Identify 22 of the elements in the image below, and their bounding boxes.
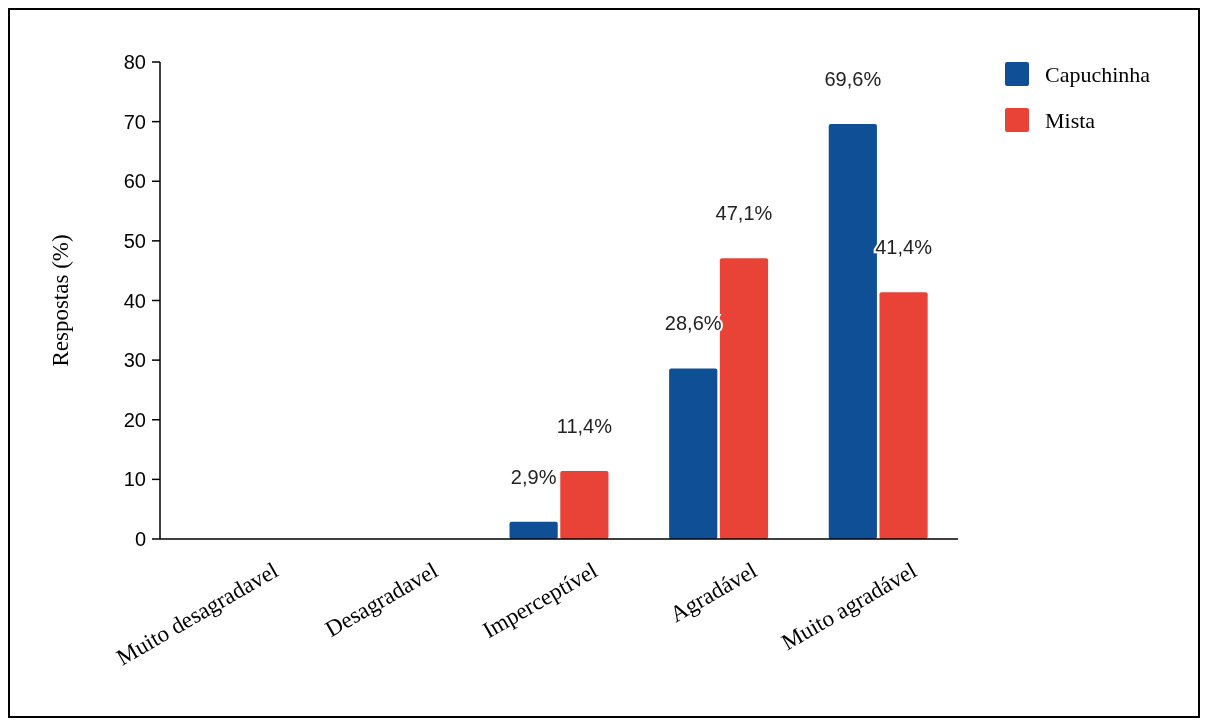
bar [509,521,558,539]
y-tick-label: 50 [123,229,146,252]
y-tick-label: 0 [134,528,146,550]
legend-label: Capuchinha [1045,61,1151,87]
y-tick-label: 20 [123,408,146,431]
bar [560,471,609,539]
bar [879,292,928,539]
y-tick-label: 60 [123,170,146,193]
y-tick-label: 80 [123,51,146,73]
bar [669,368,718,539]
y-tick-label: 40 [123,289,146,312]
legend-label: Mista [1045,107,1096,133]
y-tick-label: 10 [123,468,146,491]
data-label: 47,1% [715,202,773,225]
y-tick-label: 70 [123,110,146,133]
bar [828,124,877,539]
bar [719,258,769,539]
y-axis-title: Respostas (%) [48,234,73,367]
data-label: 2,9% [510,465,557,488]
data-label: 11,4% [556,415,613,438]
data-label: 69,6% [824,68,882,91]
y-tick-label: 30 [123,349,146,372]
